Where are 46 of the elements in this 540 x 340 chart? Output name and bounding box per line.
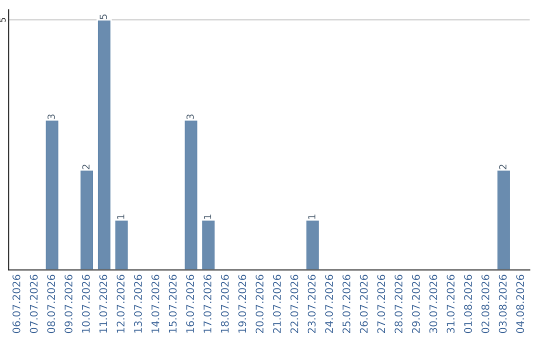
bar bbox=[183, 119, 199, 270]
x-tick-label: 16.07.2026 bbox=[186, 274, 194, 333]
x-tick-label: 11.07.2026 bbox=[99, 274, 108, 333]
x-tick-label: 04.08.2026 bbox=[516, 274, 524, 334]
data-label: 2 bbox=[499, 164, 506, 170]
x-tick-label: 25.07.2026 bbox=[342, 274, 350, 334]
x-tick-label: 18.07.2026 bbox=[220, 274, 229, 333]
x-tick-label: 24.07.2026 bbox=[325, 274, 334, 334]
x-tick-label: 14.07.2026 bbox=[151, 274, 160, 333]
x-tick-label: 01.08.2026 bbox=[464, 274, 472, 334]
x-tick-label: 12.07.2026 bbox=[116, 274, 125, 333]
x-tick-label: 13.07.2026 bbox=[134, 274, 142, 333]
x-tick-label: 15.07.2026 bbox=[168, 274, 177, 333]
x-tick-label: 09.07.2026 bbox=[64, 274, 72, 334]
x-tick-label: 26.07.2026 bbox=[360, 274, 368, 334]
data-label: 1 bbox=[117, 214, 124, 219]
x-tick-label: 28.07.2026 bbox=[394, 274, 402, 334]
data-label: 3 bbox=[48, 114, 55, 120]
bar bbox=[304, 219, 320, 270]
x-tick-label: 21.07.2026 bbox=[273, 274, 281, 334]
x-tick-label: 03.08.2026 bbox=[498, 274, 507, 334]
bar bbox=[200, 219, 216, 270]
x-tick-label: 17.07.2026 bbox=[204, 274, 212, 333]
x-tick-label: 23.07.2026 bbox=[308, 274, 316, 334]
bar bbox=[114, 219, 130, 270]
bar bbox=[96, 19, 112, 270]
x-tick-label: 20.07.2026 bbox=[256, 274, 264, 334]
data-label: 5 bbox=[100, 14, 107, 20]
x-tick-label: 02.08.2026 bbox=[481, 274, 490, 334]
bar bbox=[79, 169, 94, 270]
bar bbox=[496, 169, 512, 270]
x-tick-label: 27.07.2026 bbox=[377, 274, 386, 334]
x-tick-label: 10.07.2026 bbox=[82, 274, 90, 333]
x-tick-label: 30.07.2026 bbox=[429, 274, 438, 333]
x-tick-label: 22.07.2026 bbox=[290, 274, 298, 334]
data-label: 1 bbox=[204, 214, 212, 219]
data-label: 1 bbox=[308, 214, 316, 219]
x-tick-label: 07.07.2026 bbox=[30, 274, 38, 334]
bar bbox=[44, 119, 60, 270]
data-label: 3 bbox=[186, 114, 194, 120]
x-tick-label: 31.07.2026 bbox=[446, 274, 455, 333]
x-tick-label: 06.07.2026 bbox=[12, 274, 20, 334]
x-tick-label: 08.07.2026 bbox=[47, 274, 56, 334]
data-label: 2 bbox=[82, 164, 90, 170]
x-tick-label: 19.07.2026 bbox=[238, 274, 246, 333]
x-tick-label: 29.07.2026 bbox=[412, 274, 420, 334]
